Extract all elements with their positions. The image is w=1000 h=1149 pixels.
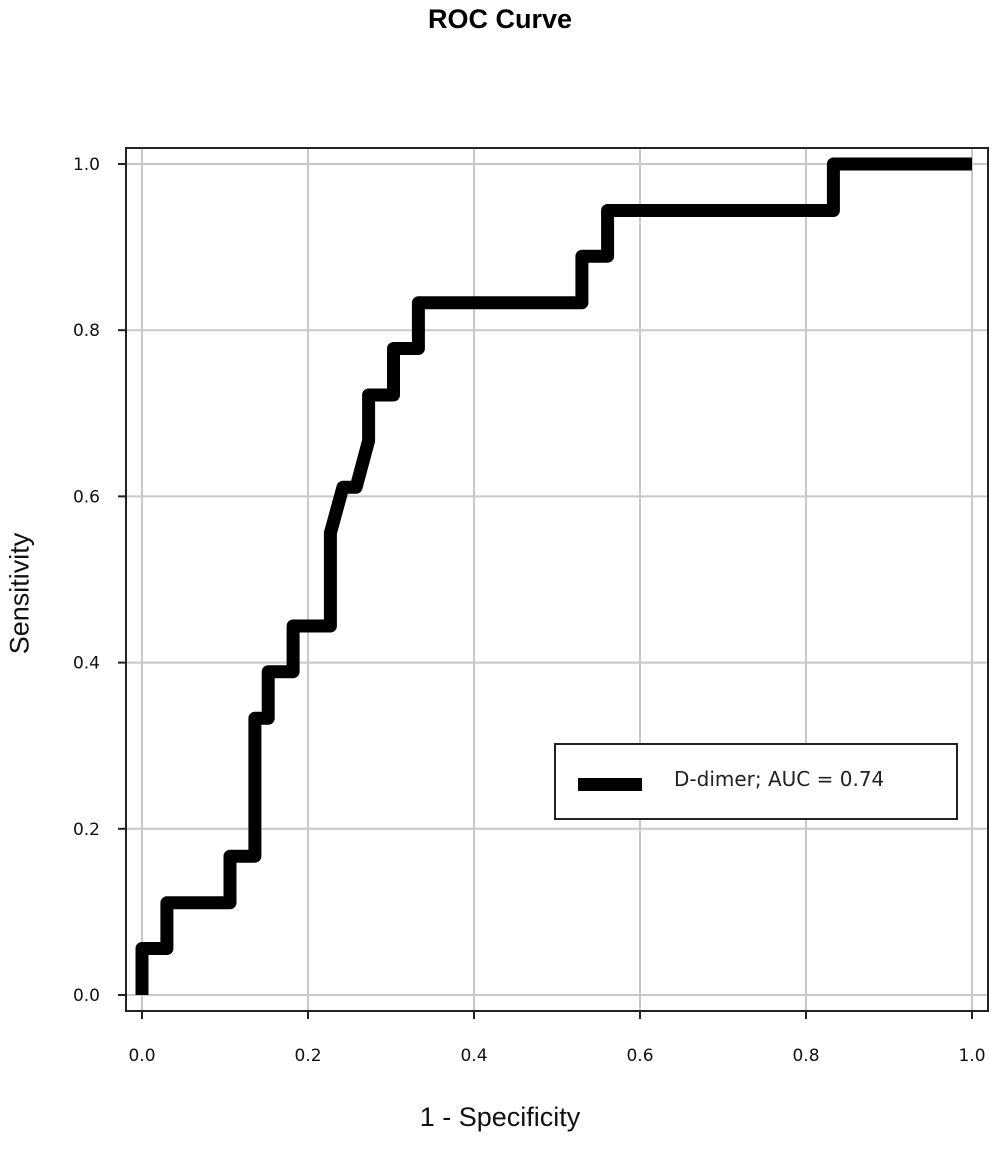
x-tick-label: 0.2 xyxy=(294,1046,321,1066)
legend-label: D-dimer; AUC = 0.74 xyxy=(674,767,885,791)
x-tick-label: 0.0 xyxy=(128,1046,155,1066)
axis-ticks: 0.0 0.2 0.4 0.6 0.8 1.0 0.0 0.2 0.4 0.6 0.8 1.0 xyxy=(73,155,986,1066)
x-axis-label: 1 - Specificity xyxy=(419,1102,581,1132)
plot-frame xyxy=(125,147,989,1012)
x-tick-label: 1.0 xyxy=(958,1046,985,1066)
legend-line-swatch xyxy=(578,778,642,791)
roc-curve-line xyxy=(135,157,972,995)
x-tick-label: 0.4 xyxy=(460,1046,487,1066)
y-tick-label: 0.8 xyxy=(73,321,100,341)
x-tick-label: 0.6 xyxy=(626,1046,653,1066)
y-tick-label: 0.0 xyxy=(73,986,100,1006)
legend: D-dimer; AUC = 0.74 xyxy=(554,743,958,820)
y-tick-label: 0.4 xyxy=(73,654,100,674)
chart-title: ROC Curve xyxy=(427,4,573,34)
y-tick-label: 1.0 xyxy=(73,155,100,175)
y-axis-label: Sensitivity xyxy=(4,532,35,655)
x-tick-label: 0.8 xyxy=(792,1046,819,1066)
grid-lines xyxy=(126,148,988,1011)
y-tick-label: 0.2 xyxy=(73,820,100,840)
y-tick-label: 0.6 xyxy=(73,487,100,507)
